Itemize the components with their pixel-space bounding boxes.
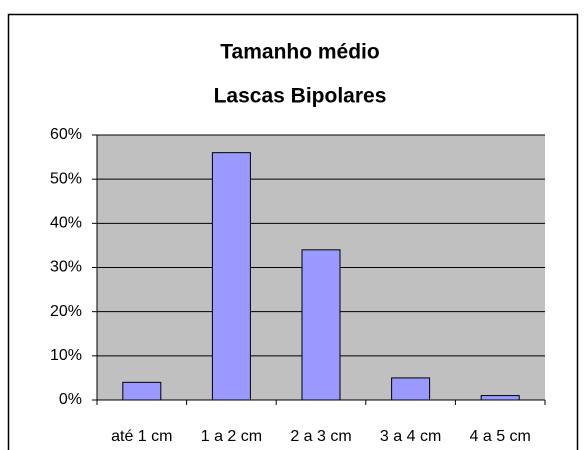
y-tick-label: 50% [50, 170, 82, 187]
chart-title: Lascas Bipolares [214, 85, 387, 108]
y-tick-label: 0% [59, 391, 82, 408]
bar [301, 249, 341, 401]
y-tick-label: 10% [50, 347, 82, 364]
bar [122, 381, 162, 401]
bar [211, 152, 251, 401]
y-tick-label: 40% [50, 215, 82, 232]
y-tick-label: 30% [50, 259, 82, 276]
bar [391, 377, 431, 401]
x-tick-label: até 1 cm [111, 428, 172, 445]
x-tick-label: 1 a 2 cm [201, 428, 262, 445]
x-tick-label: 2 a 3 cm [290, 428, 351, 445]
y-tick-label: 20% [50, 303, 82, 320]
x-tick-label: 4 a 5 cm [470, 428, 531, 445]
chart-title: Tamanho médio [220, 41, 379, 64]
x-tick-label: 3 a 4 cm [380, 428, 441, 445]
y-tick-label: 60% [50, 126, 82, 143]
bar [480, 395, 520, 401]
